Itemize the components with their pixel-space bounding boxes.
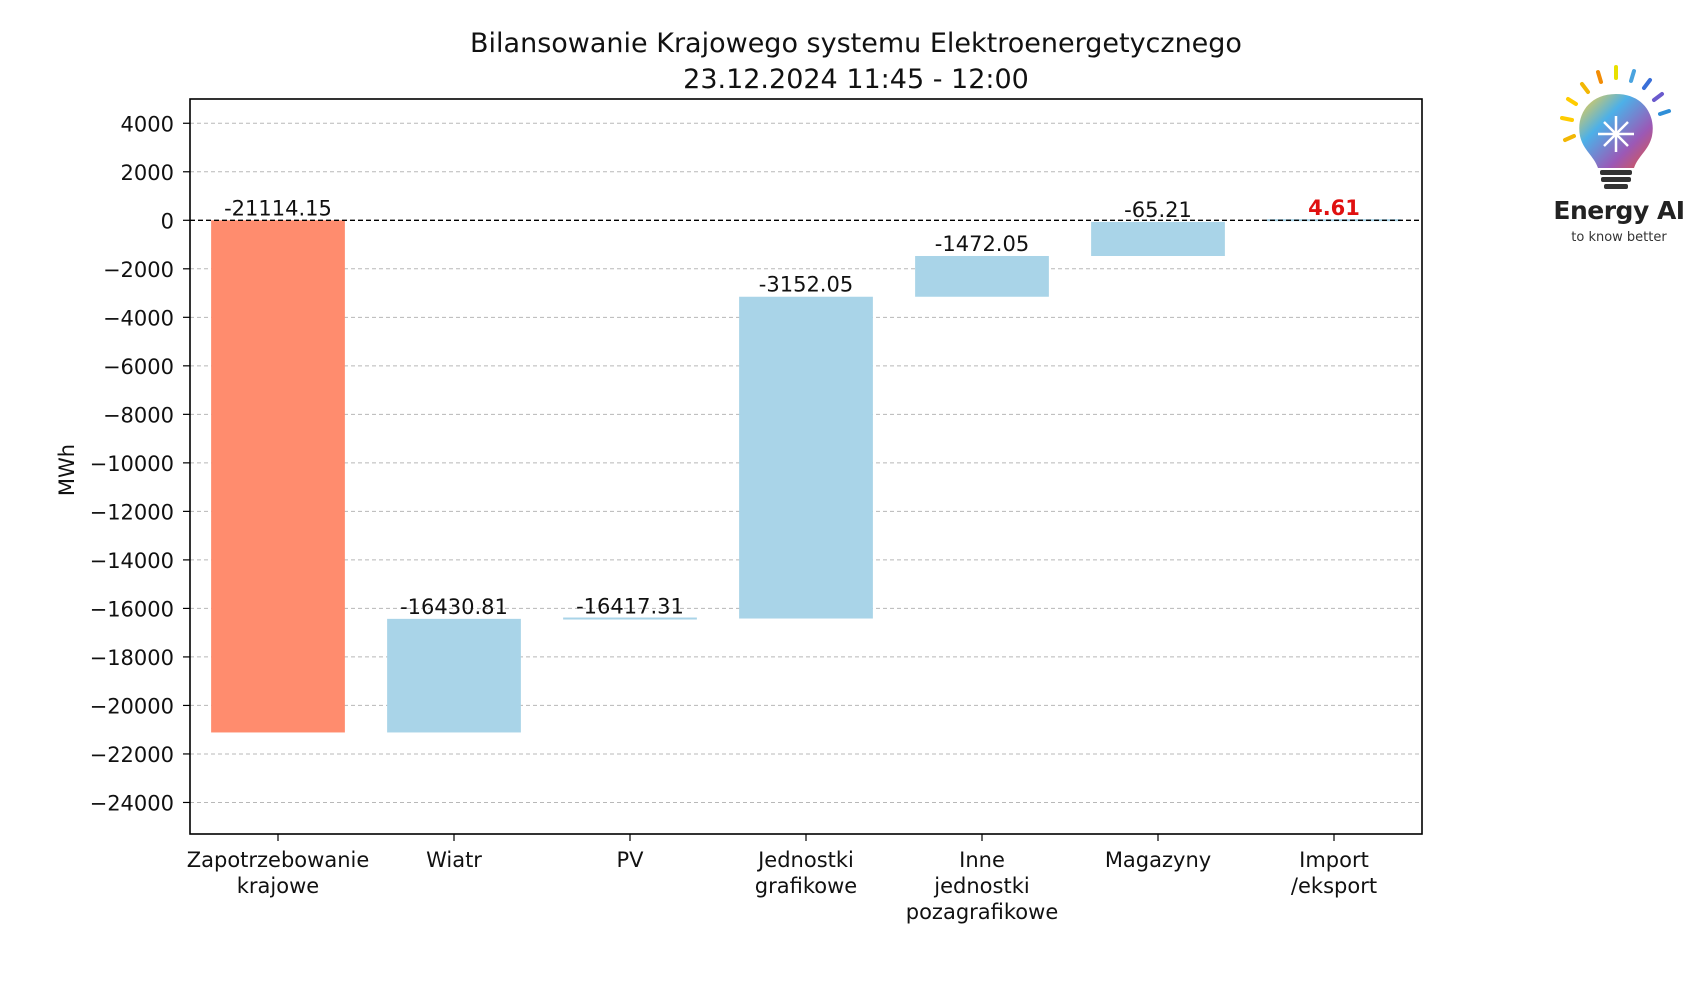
y-tick-label: −24000 xyxy=(90,791,174,815)
y-tick-label: −20000 xyxy=(90,694,174,718)
x-tick-label: Jednostki grafikowe xyxy=(755,848,857,898)
y-tick-label: −4000 xyxy=(103,306,174,330)
bar-value-label: 4.61 xyxy=(1308,196,1360,220)
y-tick-label: −14000 xyxy=(90,549,174,573)
bar-value-label: -16430.81 xyxy=(400,595,508,619)
logo-name: Energy AI xyxy=(1553,196,1685,225)
bar-value-label: -21114.15 xyxy=(224,196,332,220)
chart-subtitle: 23.12.2024 11:45 - 12:00 xyxy=(683,64,1029,95)
bar-value-label: -3152.05 xyxy=(759,273,853,297)
x-tick-label: Inne jednostki pozagrafikowe xyxy=(906,848,1059,924)
logo-tagline: to know better xyxy=(1571,230,1667,245)
x-tick-label: Import/eksport xyxy=(1291,848,1377,898)
y-tick-label: 2000 xyxy=(121,161,174,185)
waterfall-bar xyxy=(1091,221,1225,256)
bar-value-label: -65.21 xyxy=(1124,198,1192,222)
y-tick-label: −22000 xyxy=(90,743,174,767)
x-tick-label: PV xyxy=(616,848,644,872)
lightbulb-logo-icon xyxy=(1560,65,1671,189)
y-tick-label: 0 xyxy=(161,209,174,233)
bar-value-label: -16417.31 xyxy=(576,595,684,619)
y-tick-label: −12000 xyxy=(90,500,174,524)
y-tick-label: −2000 xyxy=(103,258,174,282)
chart-title: Bilansowanie Krajowego systemu Elektroen… xyxy=(470,28,1242,59)
x-tick-label: Wiatr xyxy=(426,848,482,872)
y-tick-label: 4000 xyxy=(121,112,174,136)
waterfall-bar xyxy=(387,618,521,733)
waterfall-bar xyxy=(739,296,873,619)
y-tick-label: −10000 xyxy=(90,452,174,476)
x-tick-label: Zapotrzebowanie krajowe xyxy=(187,848,370,898)
y-tick-label: −8000 xyxy=(103,403,174,427)
y-tick-label: −6000 xyxy=(103,355,174,379)
y-axis-label: MWh xyxy=(55,444,79,496)
waterfall-bar xyxy=(211,220,345,733)
bar-value-label: -1472.05 xyxy=(935,232,1029,256)
waterfall-bar xyxy=(915,255,1049,297)
x-tick-label: Magazyny xyxy=(1105,848,1211,872)
y-tick-label: −16000 xyxy=(90,597,174,621)
y-tick-label: −18000 xyxy=(90,646,174,670)
waterfall-bar xyxy=(563,617,697,620)
